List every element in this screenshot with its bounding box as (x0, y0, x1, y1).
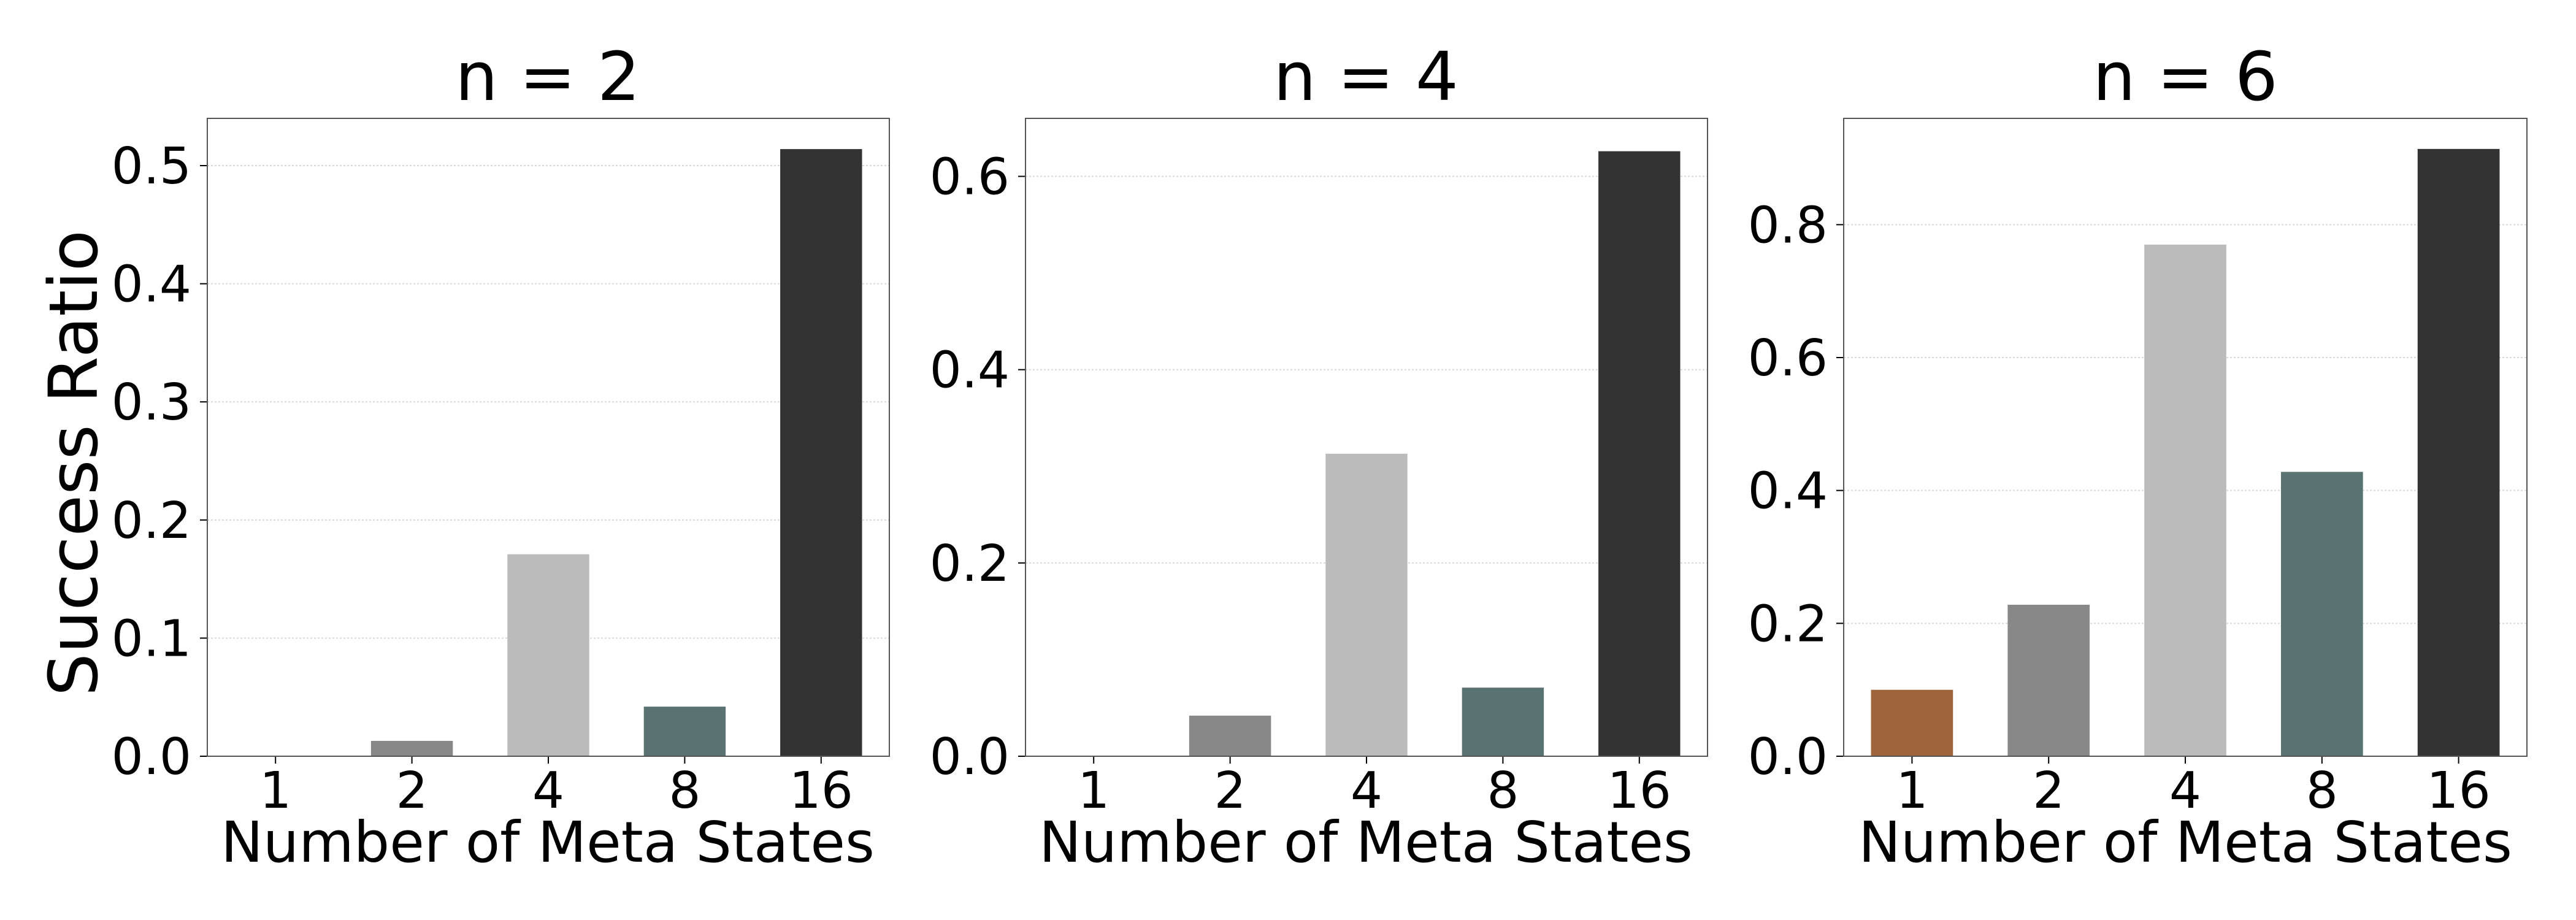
y-tick-label: 0.0 (930, 728, 1010, 786)
y-tick-label: 0.6 (1748, 329, 1828, 388)
y-tick-label: 0.2 (112, 492, 191, 550)
x-tick-label: 2 (2033, 762, 2064, 820)
plot-frame (1843, 118, 2528, 757)
x-tick-label: 8 (2306, 762, 2338, 820)
bar-4 (507, 554, 589, 756)
x-tick-label: 16 (1608, 762, 1671, 820)
x-tick-label: 16 (2426, 762, 2490, 820)
x-tick-label: 2 (1214, 762, 1246, 820)
x-tick-label: 1 (259, 762, 291, 820)
bar-16 (780, 149, 862, 756)
bar-8 (1462, 688, 1544, 756)
x-tick-label: 1 (1896, 762, 1928, 820)
x-axis-label: Number of Meta States (1039, 810, 1693, 875)
x-tick-label: 16 (789, 762, 853, 820)
y-tick-label: 0.4 (1748, 462, 1828, 521)
subplot-n4: n = 4 Number of Meta States 1 2 4 8 16 0.0 0.2… (930, 37, 1708, 875)
y-tick-label: 0.4 (930, 342, 1010, 400)
subplot-title: n = 6 (2093, 37, 2278, 116)
subplot-title: n = 4 (1273, 37, 1459, 116)
x-tick-label: 2 (396, 762, 428, 820)
subplot-title: n = 2 (455, 37, 640, 116)
y-tick-label: 0.3 (112, 374, 191, 432)
y-tick-label: 0.0 (112, 728, 191, 786)
y-tick-label: 0.2 (1748, 595, 1828, 653)
subplot-n6: n = 6 Number of Meta States 1 2 4 8 16 0.0 0.2… (1748, 37, 2528, 875)
bar-8 (643, 707, 726, 756)
x-tick-label: 4 (2169, 762, 2201, 820)
bar-2 (370, 740, 453, 756)
y-tick-label: 0.1 (112, 610, 191, 668)
bar-16 (2417, 148, 2500, 757)
y-tick-label: 0.8 (1748, 196, 1828, 255)
bar-4 (2144, 244, 2226, 756)
subplot-n2: n = 2 Number of Meta States 1 2 4 8 16 0.0 0.1… (112, 37, 890, 875)
plot-frame (1025, 118, 1708, 757)
bar-8 (2280, 472, 2363, 756)
x-tick-label: 4 (1351, 762, 1382, 820)
y-tick-label: 0.4 (112, 256, 191, 314)
y-axis-label: Success Ratio (34, 230, 113, 696)
x-axis-label: Number of Meta States (221, 810, 875, 875)
x-tick-label: 8 (1487, 762, 1519, 820)
bar-2 (2007, 605, 2090, 756)
x-tick-label: 4 (532, 762, 564, 820)
plot-frame (207, 118, 890, 757)
bar-4 (1325, 453, 1408, 756)
x-tick-label: 1 (1078, 762, 1110, 820)
y-tick-label: 0.5 (112, 137, 191, 196)
bar-2 (1189, 715, 1271, 756)
bar-1 (1871, 689, 1953, 756)
x-tick-label: 8 (669, 762, 700, 820)
y-tick-label: 0.6 (930, 148, 1010, 207)
y-tick-label: 0.2 (930, 535, 1010, 593)
y-tick-label: 0.0 (1748, 728, 1828, 786)
x-axis-label: Number of Meta States (1858, 810, 2512, 875)
bar-16 (1598, 151, 1681, 757)
